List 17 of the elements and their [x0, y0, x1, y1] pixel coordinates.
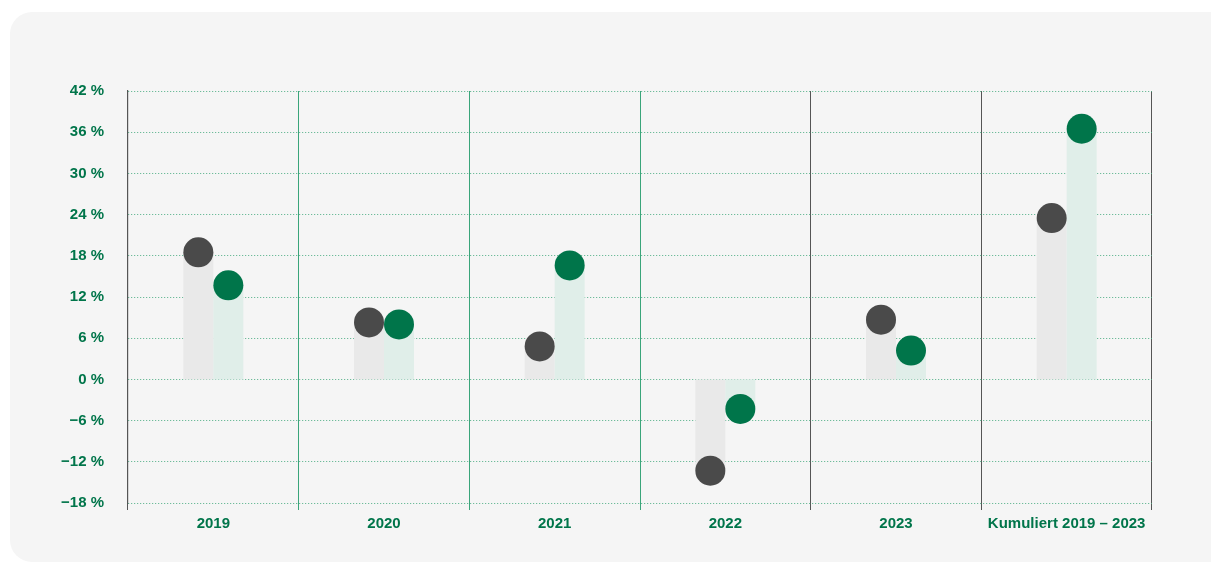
y-tick-label: 24 %	[69, 204, 104, 222]
y-tick-label: 42 %	[69, 81, 104, 99]
y-tick-label: 30 %	[69, 163, 104, 181]
x-tick-label: 2021	[537, 514, 572, 532]
y-tick-label: 6 %	[78, 328, 104, 346]
x-tick-label: 2019	[196, 514, 231, 532]
x-tick-label: Kumuliert 2019 – 2023	[987, 514, 1146, 532]
x-tick-label: 2023	[879, 514, 913, 532]
x-tick-label: 2022	[708, 514, 743, 532]
y-tick-label: −12 %	[61, 451, 104, 469]
y-tick-label: 12 %	[69, 287, 104, 305]
y-tick-label: −18 %	[61, 493, 104, 511]
y-tick-label: 36 %	[69, 122, 104, 140]
y-tick-label: −6 %	[69, 410, 104, 428]
y-tick-label: 18 %	[69, 245, 104, 263]
y-tick-label: 0 %	[78, 369, 104, 387]
x-tick-label: 2020	[367, 514, 401, 532]
